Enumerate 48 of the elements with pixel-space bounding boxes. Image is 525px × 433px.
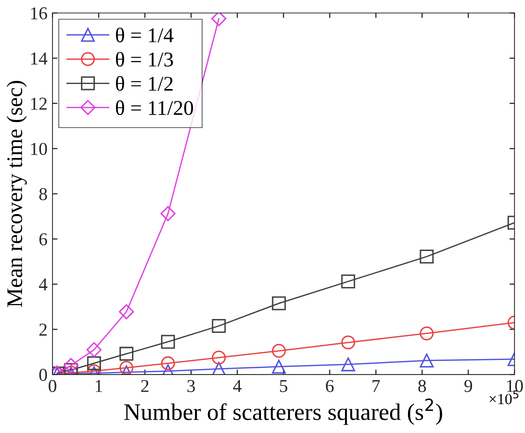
x-tick-label: 10 xyxy=(507,380,523,392)
x-tick-label: 1 xyxy=(96,380,102,392)
x-tick-label: 7 xyxy=(372,380,380,392)
point xyxy=(212,319,226,333)
y-axis-title: Mean recovery time (sec) xyxy=(6,80,27,307)
y-tick-label: 10 xyxy=(31,142,47,156)
point xyxy=(272,360,286,374)
point xyxy=(420,354,434,368)
legend-label: θ = 1/3 xyxy=(116,52,173,67)
legend-label: θ = 1/2 xyxy=(116,76,173,91)
x-tick-label: 2 xyxy=(141,380,148,392)
x-tick-label: 3 xyxy=(187,380,195,392)
point xyxy=(160,206,176,222)
point xyxy=(118,304,134,320)
legend-label: θ = 1/4 xyxy=(116,28,174,42)
point xyxy=(212,350,226,365)
point xyxy=(420,250,434,264)
point xyxy=(212,362,226,375)
x-tick-label: 8 xyxy=(418,380,426,392)
point xyxy=(63,358,79,374)
point xyxy=(272,296,286,310)
x-tick-label: 9 xyxy=(464,380,472,392)
point xyxy=(87,356,102,370)
x-tick-label: 6 xyxy=(326,380,334,392)
point xyxy=(272,344,286,358)
point xyxy=(420,326,434,340)
y-tick-label: 14 xyxy=(31,52,48,64)
point xyxy=(119,346,134,361)
y-tick-label: 8 xyxy=(39,188,47,200)
point xyxy=(119,360,134,375)
y-tick-label: 6 xyxy=(39,233,48,246)
y-tick-label: 12 xyxy=(31,98,47,110)
y-tick-label: 0 xyxy=(39,368,47,381)
point xyxy=(211,12,226,26)
x-axis-title: Number of scatterers squared (s$^{2}$) xyxy=(124,398,442,425)
point xyxy=(161,356,175,370)
x-tick-label: 4 xyxy=(233,380,242,392)
y-tick-label: 2 xyxy=(39,324,47,336)
legend-label: θ = 11/20 xyxy=(116,100,194,116)
y-tick-label: 16 xyxy=(31,7,48,20)
point xyxy=(341,274,356,288)
x-tick-label: 0 xyxy=(48,380,56,392)
point xyxy=(86,342,102,358)
point xyxy=(341,357,356,372)
x-tick-label: 5 xyxy=(280,380,288,392)
point xyxy=(161,334,175,349)
point xyxy=(341,336,356,350)
y-tick-label: 4 xyxy=(38,278,48,290)
